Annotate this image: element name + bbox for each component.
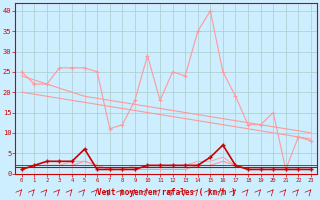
X-axis label: Vent moyen/en rafales ( km/h ): Vent moyen/en rafales ( km/h ) <box>97 188 236 197</box>
